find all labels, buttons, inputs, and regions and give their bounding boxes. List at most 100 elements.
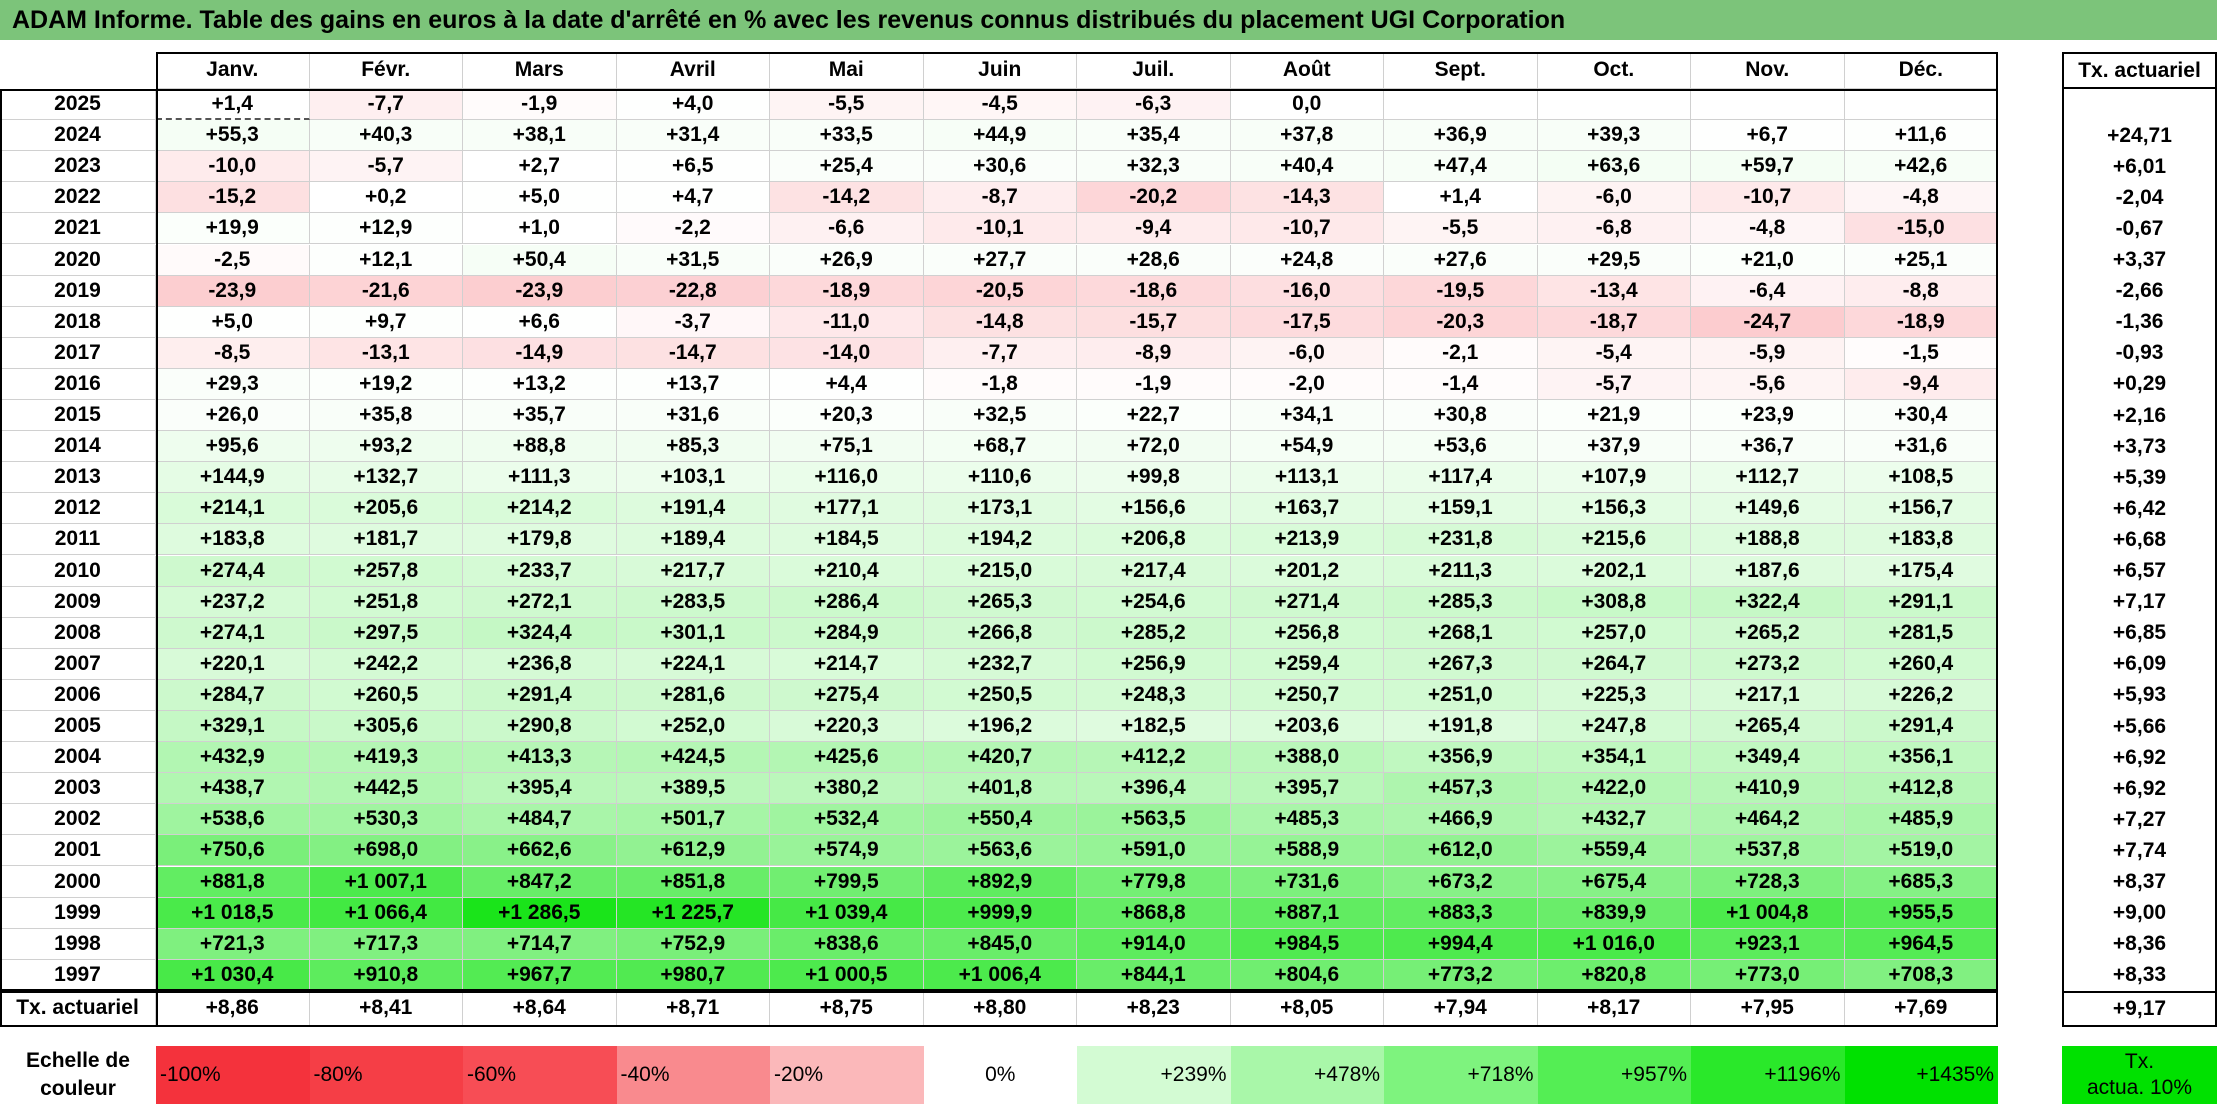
gain-cell: +980,7: [616, 959, 770, 991]
tx-cell: +6,92: [2062, 773, 2217, 805]
gain-cell: +196,2: [923, 711, 1077, 743]
gain-cell: +31,6: [1844, 431, 1998, 463]
gain-cell: +20,3: [770, 400, 924, 432]
gain-cell: +201,2: [1230, 555, 1384, 587]
gain-cell: +95,6: [156, 431, 310, 463]
gain-cell: -8,8: [1844, 275, 1998, 307]
gain-cell: +30,8: [1384, 400, 1538, 432]
gain-cell: +205,6: [309, 493, 463, 525]
gain-cell: +501,7: [616, 804, 770, 836]
gain-cell: +612,0: [1384, 835, 1538, 867]
gain-cell: +563,5: [1077, 804, 1231, 836]
report-title: ADAM Informe. Table des gains en euros à…: [0, 0, 2217, 40]
gain-cell: +9,7: [309, 306, 463, 338]
gain-cell: -20,3: [1384, 306, 1538, 338]
gain-cell: -5,9: [1691, 337, 1845, 369]
gain-cell: -9,4: [1844, 368, 1998, 400]
gain-cell: +31,5: [616, 244, 770, 276]
gain-cell: +47,4: [1384, 151, 1538, 183]
gain-cell: +25,4: [770, 151, 924, 183]
gain-cell: +37,8: [1230, 120, 1384, 152]
tx-cell: +6,09: [2062, 648, 2217, 680]
gain-cell: -7,7: [923, 337, 1077, 369]
gain-cell: -1,9: [1077, 368, 1231, 400]
gain-cell: +30,6: [923, 151, 1077, 183]
gain-cell: +108,5: [1844, 462, 1998, 494]
gain-cell: -18,6: [1077, 275, 1231, 307]
year-label: 2011: [0, 524, 156, 556]
gain-cell: +26,0: [156, 400, 310, 432]
gain-cell: -14,0: [770, 337, 924, 369]
gain-cell: +844,1: [1077, 959, 1231, 991]
gain-cell: -20,2: [1077, 182, 1231, 214]
gain-cell: +29,3: [156, 368, 310, 400]
year-label: 2007: [0, 648, 156, 680]
gain-cell: +563,6: [923, 835, 1077, 867]
gain-cell: +21,0: [1691, 244, 1845, 276]
gain-cell: +220,3: [770, 711, 924, 743]
gain-cell: +714,7: [463, 928, 617, 960]
year-label: 2025: [0, 89, 156, 121]
gain-cell: +250,5: [923, 679, 1077, 711]
year-label: 2017: [0, 337, 156, 369]
year-label: 2001: [0, 835, 156, 867]
gain-cell: +225,3: [1537, 679, 1691, 711]
gain-cell: +132,7: [309, 462, 463, 494]
gain-cell: +224,1: [616, 648, 770, 680]
gain-cell: +305,6: [309, 711, 463, 743]
gain-cell: +432,7: [1537, 804, 1691, 836]
gain-cell: +967,7: [463, 959, 617, 991]
gain-cell: +887,1: [1230, 897, 1384, 929]
gain-cell: +847,2: [463, 866, 617, 898]
gain-cell: +177,1: [770, 493, 924, 525]
gain-cell: +266,8: [923, 617, 1077, 649]
gain-cell: +242,2: [309, 648, 463, 680]
gain-cell: +32,5: [923, 400, 1077, 432]
gain-cell: +395,7: [1230, 773, 1384, 805]
gain-cell: +5,0: [463, 182, 617, 214]
month-header: Oct.: [1537, 52, 1691, 89]
gain-cell: +189,4: [616, 524, 770, 556]
legend-swatch: +1196%: [1691, 1046, 1845, 1104]
month-header: Juin: [923, 52, 1077, 89]
gain-cell: +68,7: [923, 431, 1077, 463]
gain-cell: +215,0: [923, 555, 1077, 587]
gain-cell: -14,8: [923, 306, 1077, 338]
gain-cell: +182,5: [1077, 711, 1231, 743]
gain-cell: +612,9: [616, 835, 770, 867]
tx-cell: +9,00: [2062, 897, 2217, 929]
gain-cell: -9,4: [1077, 213, 1231, 245]
gain-cell: [1537, 89, 1691, 121]
gain-cell: +717,3: [309, 928, 463, 960]
gain-cell: +28,6: [1077, 244, 1231, 276]
tx-cell: -2,04: [2062, 182, 2217, 214]
footer-value: +8,86: [156, 990, 310, 1027]
gain-cell: +251,0: [1384, 679, 1538, 711]
gain-cell: +188,8: [1691, 524, 1845, 556]
gain-cell: +283,5: [616, 586, 770, 618]
month-header: Août: [1230, 52, 1384, 89]
gain-cell: -6,6: [770, 213, 924, 245]
gain-cell: +1 286,5: [463, 897, 617, 929]
gain-cell: +203,6: [1230, 711, 1384, 743]
gain-cell: -11,0: [770, 306, 924, 338]
gain-cell: +202,1: [1537, 555, 1691, 587]
gain-cell: +1 039,4: [770, 897, 924, 929]
gain-cell: +275,4: [770, 679, 924, 711]
gain-cell: +401,8: [923, 773, 1077, 805]
gain-cell: +285,3: [1384, 586, 1538, 618]
gain-cell: +274,4: [156, 555, 310, 587]
gain-cell: +994,4: [1384, 928, 1538, 960]
gain-cell: -20,5: [923, 275, 1077, 307]
year-label: 1998: [0, 928, 156, 960]
gain-cell: +380,2: [770, 773, 924, 805]
gain-cell: +113,1: [1230, 462, 1384, 494]
month-header: Déc.: [1844, 52, 1998, 89]
legend-swatch: -100%: [156, 1046, 310, 1104]
gain-cell: -4,8: [1844, 182, 1998, 214]
gain-cell: +217,4: [1077, 555, 1231, 587]
gain-cell: +356,1: [1844, 742, 1998, 774]
year-label: 2006: [0, 679, 156, 711]
gain-cell: +27,6: [1384, 244, 1538, 276]
year-label: 2003: [0, 773, 156, 805]
